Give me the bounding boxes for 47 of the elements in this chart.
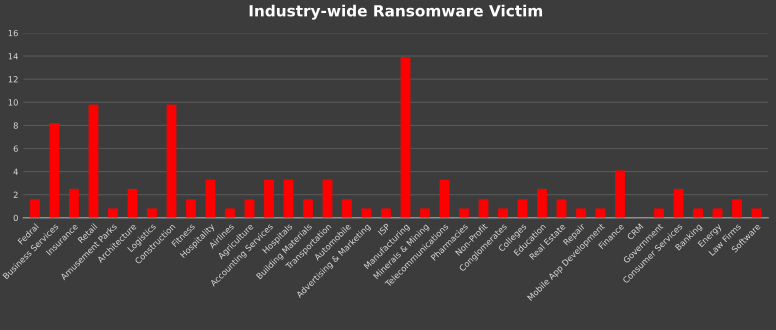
y-tick-label: 16 — [8, 30, 18, 36]
bar — [712, 208, 722, 218]
y-tick-label: 6 — [14, 145, 18, 152]
bar — [459, 208, 469, 218]
bar — [440, 180, 450, 218]
y-tick-label: 8 — [14, 122, 18, 129]
bar — [576, 208, 586, 218]
bar — [381, 208, 391, 218]
bar — [264, 180, 274, 218]
bar — [342, 199, 352, 218]
bar — [284, 180, 294, 218]
chart-title: Industry-wide Ransomware Victim — [250, 4, 542, 20]
y-tick-label: 12 — [8, 76, 18, 82]
bar — [674, 188, 684, 218]
bar — [478, 199, 488, 218]
y-tick-label: 2 — [14, 192, 18, 198]
bar — [752, 208, 762, 218]
bar — [244, 199, 254, 218]
bar — [50, 123, 60, 218]
bar — [518, 199, 528, 218]
bar — [400, 57, 410, 218]
bar — [654, 208, 664, 218]
bar — [420, 208, 430, 218]
bar — [88, 104, 98, 218]
bar — [556, 199, 566, 218]
bar — [596, 208, 606, 218]
bar — [147, 208, 157, 218]
bar — [108, 208, 118, 218]
bar — [498, 208, 508, 218]
bar — [166, 104, 176, 218]
bar — [615, 170, 625, 218]
y-tick-label: 4 — [14, 168, 18, 175]
bar — [362, 208, 372, 218]
bar — [128, 188, 138, 218]
bar — [30, 199, 40, 218]
bar — [206, 180, 216, 218]
bar — [732, 199, 742, 218]
bar — [69, 188, 79, 218]
y-tick-label: 14 — [8, 53, 18, 60]
bar — [537, 188, 547, 218]
bar — [186, 199, 196, 218]
y-tick-label: 10 — [8, 99, 18, 106]
bar — [225, 208, 235, 218]
bar — [303, 199, 313, 218]
bar — [322, 180, 332, 218]
y-tick-label: 0 — [14, 214, 18, 222]
bar — [693, 208, 703, 218]
